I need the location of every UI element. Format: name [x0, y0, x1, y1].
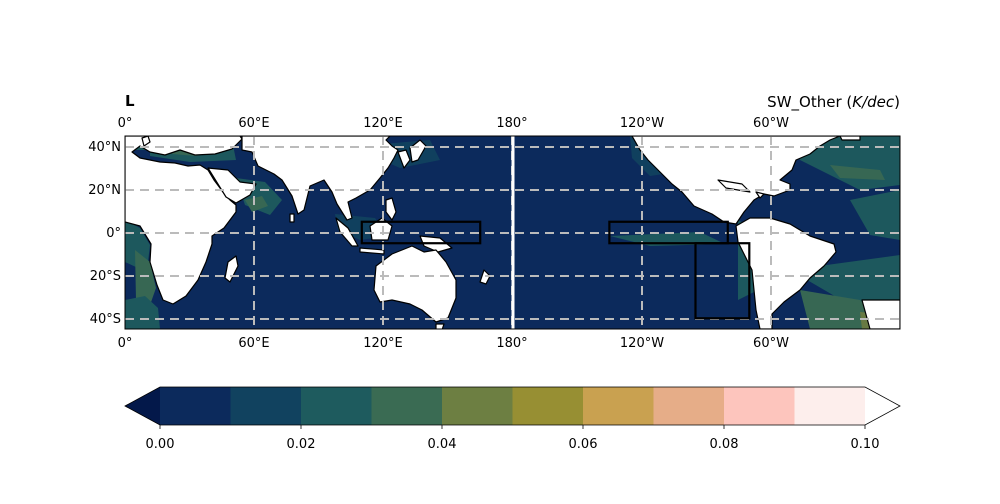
map-panel	[125, 136, 900, 329]
colorbar-tick-label: 0.02	[287, 437, 316, 452]
lat-tick: 0°	[106, 226, 121, 241]
lon-ticks-bottom: 0° 60°E 120°E 180° 120°W 60°W	[118, 336, 789, 351]
lon-tick-bottom: 60°E	[238, 336, 269, 351]
lon-tick-bottom: 0°	[118, 336, 133, 351]
colorbar-segment	[583, 387, 654, 425]
lon-tick-bottom: 120°E	[363, 336, 403, 351]
colorbar-segment	[512, 387, 584, 425]
colorbar-segment	[724, 387, 795, 425]
colorbar-segment	[442, 387, 513, 425]
borneo	[369, 217, 393, 241]
colorbar	[124, 386, 901, 429]
lat-tick: 20°N	[88, 183, 121, 198]
lon-tick-bottom: 120°W	[620, 336, 664, 351]
africa-europe	[125, 136, 243, 305]
colorbar-segment	[301, 387, 372, 425]
asia	[241, 136, 399, 221]
panel-label: L	[125, 92, 135, 110]
colorbar-segment	[230, 387, 302, 425]
tasmania	[435, 323, 445, 329]
colorbar-segment	[794, 387, 866, 425]
colorbar-tick-label: 0.04	[428, 437, 457, 452]
colorbar-over-arrow	[865, 387, 900, 425]
colorbar-segment	[371, 387, 443, 425]
colorbar-tick-label: 0.00	[146, 437, 175, 452]
colorbar-tick-label: 0.10	[851, 437, 880, 452]
map-title-unit: K/dec	[852, 93, 895, 111]
colorbar-under-arrow	[125, 387, 160, 425]
philippines	[385, 197, 397, 221]
greenland-gap	[839, 136, 861, 141]
australia	[373, 245, 457, 323]
lon-ticks-top: 0° 60°E 120°E 180° 120°W 60°W	[118, 116, 789, 131]
lon-tick-bottom: 60°W	[753, 336, 789, 351]
lon-tick-top: 0°	[118, 116, 133, 131]
colorbar-ticks: 0.00 0.02 0.04 0.06 0.08 0.10	[146, 437, 880, 452]
colorbar-tick-label: 0.08	[710, 437, 739, 452]
lon-tick-top: 120°W	[620, 116, 664, 131]
lon-tick-top: 60°W	[753, 116, 789, 131]
south-america	[735, 217, 837, 329]
lat-tick: 40°S	[90, 312, 121, 327]
lon-tick-top: 120°E	[363, 116, 403, 131]
colorbar-segment	[653, 387, 725, 425]
colorbar-tick-label: 0.06	[569, 437, 598, 452]
map-frame	[124, 135, 901, 330]
region-boxes	[360, 220, 751, 320]
lat-ticks: 40°N 20°N 0° 20°S 40°S	[88, 140, 121, 327]
uk-iceland	[141, 136, 151, 147]
madagascar	[224, 255, 239, 283]
colorbar-segment	[160, 387, 231, 425]
map-title: SW_Other (K/dec)	[767, 93, 900, 112]
lat-tick: 40°N	[88, 140, 121, 155]
lon-tick-top: 180°	[496, 116, 527, 131]
sri-lanka	[289, 213, 295, 223]
lon-tick-top: 60°E	[238, 116, 269, 131]
region-box	[694, 242, 751, 320]
java	[359, 247, 385, 255]
lat-tick: 20°S	[90, 269, 121, 284]
region-box	[360, 220, 482, 245]
region-box	[608, 220, 729, 245]
land	[125, 136, 900, 329]
lon-tick-bottom: 180°	[496, 336, 527, 351]
sumatra	[335, 217, 359, 247]
